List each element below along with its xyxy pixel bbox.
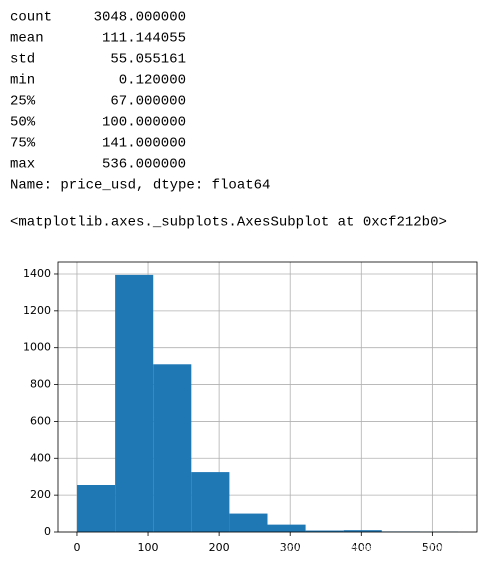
y-tick-label: 200 <box>30 488 51 501</box>
stat-value: 67.000000 <box>110 94 186 110</box>
stat-value: 0.120000 <box>119 73 186 89</box>
series-info: Name: price_usd, dtype: float64 <box>10 178 270 194</box>
stat-label: min <box>10 73 35 89</box>
stat-label: count <box>10 10 52 26</box>
x-tick-label: 200 <box>209 541 230 554</box>
stat-label: max <box>10 157 35 173</box>
x-tick-label: 300 <box>280 541 301 554</box>
y-tick-label: 1400 <box>23 267 51 280</box>
stat-value: 100.000000 <box>102 115 186 131</box>
stat-label: 25% <box>10 94 36 110</box>
bar <box>267 524 306 532</box>
y-tick-label: 600 <box>30 414 51 427</box>
y-tick-label: 400 <box>30 451 51 464</box>
x-tick-label: 100 <box>138 541 159 554</box>
stat-label: mean <box>10 31 44 47</box>
stat-label: std <box>10 52 35 68</box>
bar <box>305 530 344 532</box>
stat-value: 141.000000 <box>102 136 186 152</box>
plot-frame <box>57 261 478 533</box>
stat-label: 50% <box>10 115 36 131</box>
x-tick-label: 0 <box>73 541 80 554</box>
stat-value: 55.055161 <box>110 52 186 68</box>
stat-value: 536.000000 <box>102 157 186 173</box>
stat-label: 75% <box>10 136 36 152</box>
bar <box>153 364 192 532</box>
y-tick-label: 800 <box>30 378 51 391</box>
bar <box>77 485 116 532</box>
y-tick-label: 0 <box>44 525 51 538</box>
bar <box>229 513 268 532</box>
axes-repr: <matplotlib.axes._subplots.AxesSubplot a… <box>10 215 447 231</box>
stat-value: 111.144055 <box>102 31 186 47</box>
bar <box>115 274 154 532</box>
watermark: https://blog.csdn.net/weixin_43088414 <box>263 540 484 555</box>
x-tick-label: 500 <box>422 541 443 554</box>
y-tick-label: 1000 <box>23 341 51 354</box>
stat-value: 3048.000000 <box>94 10 186 26</box>
x-tick-label: 400 <box>351 541 372 554</box>
bar <box>191 472 230 532</box>
bar <box>343 530 382 532</box>
y-tick-label: 1200 <box>23 304 51 317</box>
